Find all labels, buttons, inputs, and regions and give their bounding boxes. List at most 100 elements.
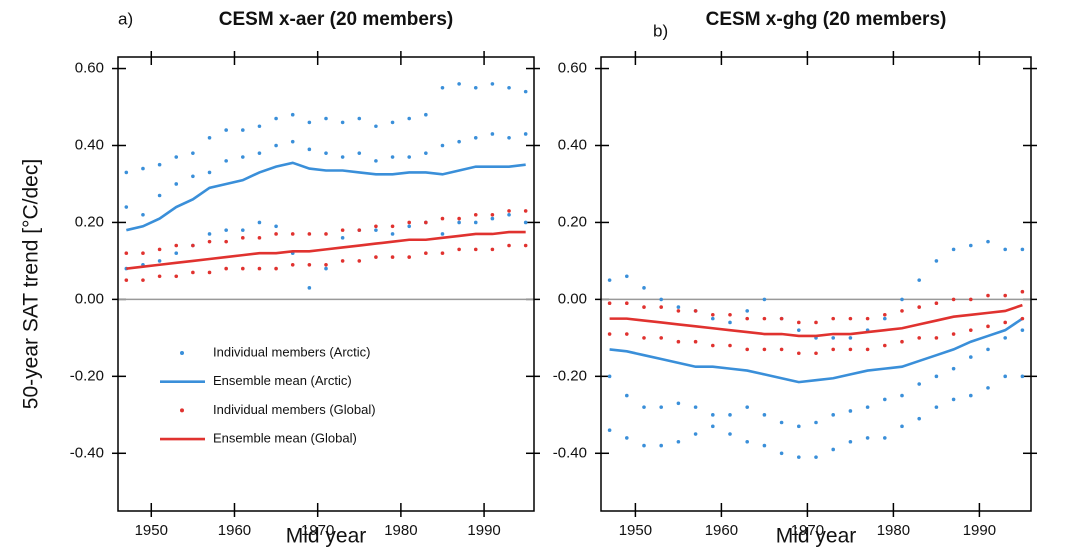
- member-point: [257, 236, 262, 240]
- member-point: [917, 416, 921, 421]
- member-point: [390, 120, 395, 125]
- x-tick-label: 1990: [963, 522, 996, 539]
- member-point: [507, 243, 511, 248]
- member-point: [848, 347, 853, 352]
- member-point: [241, 128, 245, 132]
- member-point: [523, 209, 528, 213]
- member-point: [969, 328, 973, 332]
- member-point: [241, 228, 245, 232]
- member-point: [241, 266, 245, 271]
- member-point: [1003, 374, 1007, 379]
- member-point: [883, 436, 887, 440]
- member-point: [642, 405, 646, 409]
- member-point: [307, 262, 312, 267]
- member-point: [607, 332, 612, 336]
- member-point: [490, 132, 495, 136]
- legend-label: Individual members (Arctic): [213, 344, 371, 359]
- member-point: [440, 216, 445, 221]
- member-point: [290, 112, 295, 117]
- member-point: [986, 347, 990, 352]
- member-point: [900, 339, 904, 344]
- member-point: [1003, 320, 1007, 325]
- member-point: [969, 355, 973, 359]
- member-point: [191, 270, 195, 275]
- member-point: [357, 116, 362, 121]
- member-point: [307, 232, 312, 236]
- panel-label: a): [118, 9, 133, 28]
- member-point: [124, 170, 129, 175]
- ensemble-mean-line: [609, 317, 1024, 384]
- member-point: [374, 224, 378, 229]
- member-point: [779, 420, 784, 425]
- legend-marker: [180, 351, 184, 355]
- member-point: [440, 232, 445, 236]
- member-point: [174, 155, 179, 159]
- x-tick-label: 1970: [791, 522, 824, 539]
- member-point: [745, 439, 749, 444]
- member-point: [951, 247, 956, 252]
- member-point: [357, 151, 362, 155]
- member-point: [728, 343, 732, 348]
- member-point: [457, 216, 461, 221]
- member-point: [917, 305, 921, 309]
- member-point: [274, 232, 278, 236]
- member-point: [745, 405, 749, 409]
- member-point: [711, 343, 715, 348]
- member-point: [207, 135, 212, 140]
- member-point: [374, 228, 378, 232]
- member-point: [986, 324, 990, 329]
- member-point: [157, 247, 162, 252]
- member-point: [745, 309, 749, 313]
- member-point: [340, 259, 345, 263]
- x-axis-label: Mid year: [286, 525, 367, 548]
- member-point: [607, 428, 612, 433]
- member-point: [207, 232, 212, 236]
- member-point: [224, 159, 228, 163]
- member-point: [676, 401, 681, 406]
- member-point: [917, 278, 921, 282]
- member-point: [473, 212, 478, 217]
- member-point: [274, 266, 278, 271]
- member-point: [1003, 247, 1007, 252]
- panel-label: b): [653, 21, 668, 40]
- member-point: [814, 320, 818, 325]
- member-point: [174, 243, 179, 248]
- member-point: [390, 232, 395, 236]
- member-point: [865, 436, 870, 440]
- member-point: [883, 397, 887, 402]
- member-point: [917, 382, 921, 386]
- member-point: [659, 297, 663, 302]
- member-point: [779, 316, 784, 321]
- member-point: [883, 316, 887, 321]
- member-point: [693, 339, 698, 344]
- member-point: [507, 209, 511, 213]
- member-point: [390, 255, 395, 259]
- member-point: [141, 166, 145, 171]
- member-point: [457, 247, 461, 252]
- member-point: [307, 286, 312, 290]
- x-axis-label: Mid year: [776, 525, 857, 548]
- member-point: [625, 436, 629, 440]
- member-point: [848, 336, 853, 340]
- member-point: [257, 151, 262, 155]
- y-tick-label: 0.60: [75, 60, 104, 77]
- member-point: [900, 297, 904, 302]
- member-point: [831, 347, 835, 352]
- member-point: [831, 413, 835, 417]
- y-tick-label: 0.40: [558, 136, 587, 153]
- member-point: [141, 251, 145, 256]
- member-point: [523, 243, 528, 248]
- member-point: [324, 151, 328, 155]
- y-tick-label: -0.40: [553, 444, 587, 461]
- member-point: [224, 128, 228, 132]
- member-point: [831, 336, 835, 340]
- member-point: [676, 305, 681, 309]
- member-point: [340, 120, 345, 125]
- member-point: [440, 85, 445, 90]
- member-point: [814, 351, 818, 356]
- member-point: [124, 278, 129, 282]
- member-point: [762, 347, 767, 352]
- member-point: [728, 312, 732, 317]
- ensemble-mean-line: [126, 230, 526, 270]
